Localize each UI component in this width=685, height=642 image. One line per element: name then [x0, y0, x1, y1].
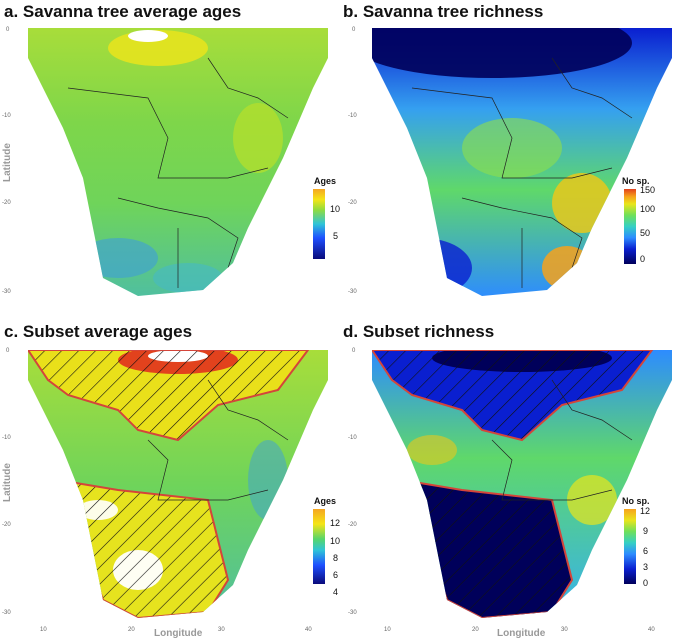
panel-c-ytick: -20: [2, 522, 11, 528]
panel-a-colorbar: [313, 189, 325, 259]
panel-d-xtick: 40: [648, 627, 655, 633]
panel-c-legend-tick: 8: [333, 553, 339, 563]
panel-c-map: [28, 350, 328, 618]
panel-c-title: c. Subset average ages: [4, 322, 193, 341]
panel-d-legend-tick: 0: [643, 578, 649, 588]
panel-c-xtick: 10: [40, 627, 47, 633]
panel-d-legend-tick: 3: [643, 562, 649, 572]
panel-d-legend-tick: 12: [640, 506, 651, 516]
panel-b-legend-tick: 0: [640, 254, 646, 264]
panel-d-xtick: 30: [561, 627, 568, 633]
panel-c-legend-tick: 10: [330, 536, 341, 546]
panel-a-legend-title: Ages: [314, 176, 337, 186]
panel-d-legend-tick: 6: [643, 546, 649, 556]
panel-d-xlabel: Longitude: [497, 628, 546, 639]
panel-b-ytick: -20: [348, 200, 357, 206]
panel-d-colorbar: [624, 509, 636, 584]
panel-a-ytick: -30: [2, 289, 11, 295]
panel-d-legend-title: No sp.: [622, 496, 650, 506]
panel-d-xtick: 20: [472, 627, 479, 633]
panel-d-map: [372, 350, 672, 618]
panel-c-xtick: 40: [305, 627, 312, 633]
panel-a-ytick: -20: [2, 200, 11, 206]
panel-b-legend-tick: 100: [640, 204, 656, 214]
panel-c-colorbar: [313, 509, 325, 584]
panel-b-ytick: -30: [348, 289, 357, 295]
panel-d-title: d. Subset richness: [343, 322, 495, 341]
panel-c-ytick: -30: [2, 610, 11, 616]
panel-b-ytick: 0: [352, 27, 356, 33]
panel-b-ytick: -10: [348, 113, 357, 119]
panel-d-xtick: 10: [384, 627, 391, 633]
panel-d-ytick: -20: [348, 522, 357, 528]
panel-b-colorbar: [624, 189, 636, 264]
panel-d-ytick: -30: [348, 610, 357, 616]
panel-c-legend-tick: 6: [333, 570, 339, 580]
panel-a-ytick: -10: [2, 113, 11, 119]
panel-c-xtick: 30: [218, 627, 225, 633]
panel-b-legend-title: No sp.: [622, 176, 650, 186]
panel-c-xlabel: Longitude: [154, 628, 203, 639]
panel-d-ytick: -10: [348, 435, 357, 441]
panel-a-title: a. Savanna tree average ages: [4, 2, 242, 21]
panel-a-legend-tick: 10: [330, 204, 341, 214]
panel-a-ylabel: Latitude: [2, 143, 13, 182]
panel-b-legend-tick: 50: [640, 228, 651, 238]
panel-d-ytick: 0: [352, 348, 356, 354]
panel-c-ytick: 0: [6, 348, 10, 354]
panel-c-ytick: -10: [2, 435, 11, 441]
panel-c-legend-title: Ages: [314, 496, 337, 506]
panel-a-ytick: 0: [6, 27, 10, 33]
panel-a-legend-tick: 5: [333, 231, 339, 241]
panel-c-xtick: 20: [128, 627, 135, 633]
panel-c-ylabel: Latitude: [2, 463, 13, 502]
panel-b-legend-tick: 150: [640, 185, 656, 195]
panel-b-map: [372, 28, 672, 296]
panel-a-map: [28, 28, 328, 296]
panel-c-legend-tick: 12: [330, 518, 341, 528]
panel-b-title: b. Savanna tree richness: [343, 2, 544, 21]
panel-d-legend-tick: 9: [643, 526, 649, 536]
panel-c-legend-tick: 4: [333, 587, 339, 597]
